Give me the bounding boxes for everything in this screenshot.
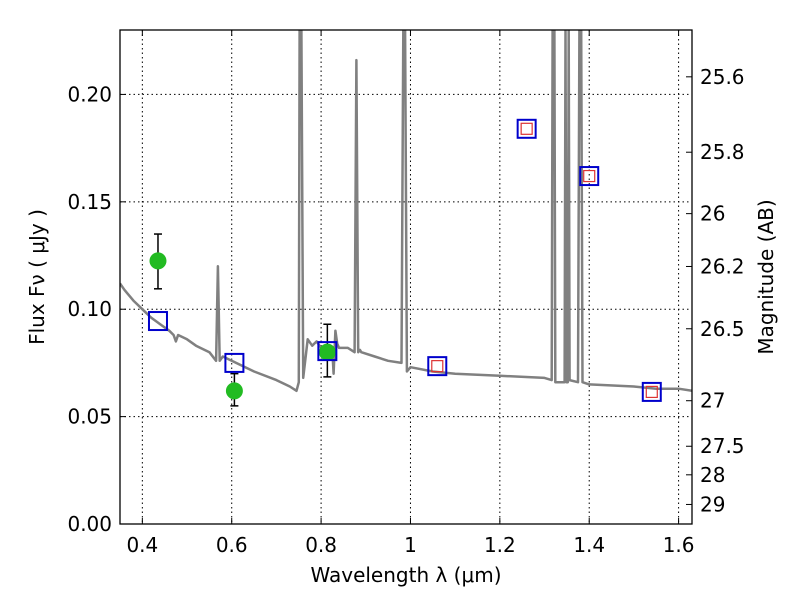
model-point	[317, 341, 338, 362]
x-tick-label: 1.6	[663, 533, 695, 557]
x-tick-label: 0.8	[305, 533, 337, 557]
y-tick-label: 0.10	[67, 297, 112, 321]
x-tick-label: 0.4	[126, 533, 158, 557]
x-tick-label: 1.4	[573, 533, 605, 557]
observed-point	[318, 343, 336, 361]
axes-frame	[119, 29, 693, 525]
y-right-tick-label: 27.5	[700, 434, 745, 458]
y-tick-label: 0.20	[67, 82, 112, 106]
model-point	[516, 118, 537, 139]
y-tick-label: 0.05	[67, 405, 112, 429]
sed-model-line	[120, 30, 692, 393]
filter-point	[431, 360, 444, 373]
y-right-tick-label: 28	[700, 463, 725, 487]
model-point	[224, 352, 245, 373]
model-point	[579, 166, 600, 187]
y-right-tick-label: 26.2	[700, 254, 745, 278]
y-axis-left: 0.00 0.05 0.10 0.15 0.20	[67, 82, 126, 536]
y-right-tick-label: 29	[700, 492, 725, 516]
x-axis-label: Wavelength λ (μm)	[310, 563, 501, 587]
model-point	[147, 311, 168, 332]
y-right-tick-label: 25.6	[700, 65, 745, 89]
y-right-tick-label: 25.8	[700, 140, 745, 164]
x-tick-label: 1.2	[484, 533, 516, 557]
x-tick-label: 0.6	[216, 533, 248, 557]
observed-point	[225, 382, 243, 400]
y-right-tick-label: 26	[700, 202, 725, 226]
y-tick-label: 0.00	[67, 512, 112, 536]
model-point	[427, 356, 448, 377]
y-axis-label: Flux Fν ( μJy )	[25, 209, 49, 345]
filter-point	[583, 169, 596, 183]
filter-point	[645, 385, 658, 399]
y-axis-right-label: Magnitude (AB)	[754, 199, 778, 354]
observed-point	[149, 252, 167, 270]
y-right-tick-label: 27	[700, 389, 725, 413]
plot-area	[120, 30, 692, 407]
y-axis-right: 25.6 25.8 26 26.2 26.5 27 27.5 28 29	[686, 65, 745, 516]
x-axis: 0.4 0.6 0.8 1 1.2 1.4 1.6	[126, 30, 695, 557]
model-point	[641, 381, 662, 402]
y-right-tick-label: 26.5	[700, 317, 745, 341]
x-tick-label: 1	[404, 533, 417, 557]
y-tick-label: 0.15	[67, 190, 112, 214]
filter-point	[520, 122, 533, 135]
